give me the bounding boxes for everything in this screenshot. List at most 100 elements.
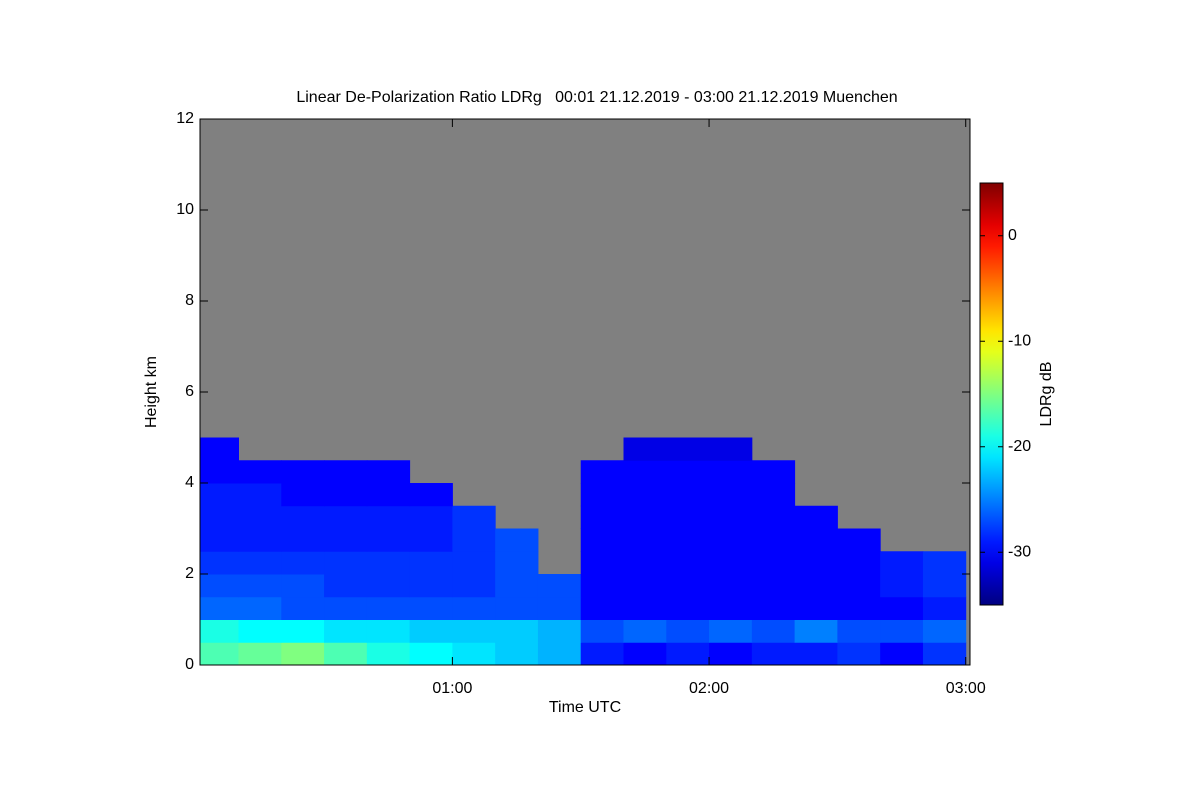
heatmap-cell: [794, 551, 838, 575]
heatmap-cell: [324, 574, 368, 598]
heatmap-cell: [200, 460, 239, 484]
heatmap-cell: [324, 596, 368, 620]
y-tick-label: 0: [185, 656, 194, 673]
x-tick-label: 01:00: [432, 680, 472, 697]
heatmap-cell: [200, 596, 239, 620]
heatmap-cell: [922, 574, 967, 598]
heatmap-cell: [922, 596, 967, 620]
heatmap-cell: [922, 551, 967, 575]
heatmap-cell: [366, 505, 411, 529]
heatmap-cell: [452, 642, 496, 666]
heatmap-cell: [366, 596, 411, 620]
heatmap-cell: [537, 642, 582, 666]
heatmap-cell: [794, 505, 838, 529]
heatmap-cell: [452, 574, 496, 598]
heatmap-cell: [580, 642, 624, 666]
heatmap-cell: [880, 642, 924, 666]
heatmap-cell: [238, 528, 282, 552]
colorbar-tick-label: -30: [1008, 543, 1031, 560]
heatmap-cell: [580, 460, 624, 484]
heatmap-cell: [495, 574, 539, 598]
heatmap-cell: [666, 460, 710, 484]
heatmap-cell: [409, 528, 453, 552]
heatmap-cell: [751, 551, 796, 575]
heatmap-cell: [495, 551, 539, 575]
heatmap-cell: [238, 574, 282, 598]
heatmap-cell: [238, 551, 282, 575]
heatmap-cell: [623, 619, 667, 643]
heatmap-cell: [495, 596, 539, 620]
heatmap-cell: [580, 619, 624, 643]
heatmap-cell: [281, 505, 325, 529]
heatmap-cell: [666, 528, 710, 552]
heatmap-cell: [751, 528, 796, 552]
heatmap-cell: [794, 619, 838, 643]
heatmap-cell: [666, 551, 710, 575]
heatmap-cell: [495, 619, 539, 643]
colorbar-tick-label: -20: [1008, 438, 1031, 455]
heatmap-cell: [409, 596, 453, 620]
x-axis-label: Time UTC: [549, 699, 621, 716]
heatmap-cell: [281, 551, 325, 575]
heatmap-cell: [751, 619, 796, 643]
heatmap-cell: [409, 505, 453, 529]
heatmap-cell: [922, 642, 967, 666]
heatmap-cell: [666, 596, 710, 620]
heatmap-cell: [281, 528, 325, 552]
heatmap-cell: [324, 642, 368, 666]
heatmap-cell: [200, 437, 239, 461]
heatmap-cell: [880, 551, 924, 575]
heatmap-cell: [837, 596, 881, 620]
heatmap-cell: [281, 460, 325, 484]
heatmap-cell: [452, 551, 496, 575]
heatmap-cell: [623, 483, 667, 507]
heatmap-cell: [751, 574, 796, 598]
heatmap-cell: [537, 596, 582, 620]
heatmap-cell: [580, 528, 624, 552]
heatmap-cell: [709, 528, 753, 552]
heatmap-cell: [366, 619, 411, 643]
y-tick-label: 4: [185, 474, 194, 491]
colorbar-label: LDRg dB: [1038, 362, 1055, 427]
heatmap-cell: [409, 574, 453, 598]
heatmap-cell: [623, 505, 667, 529]
heatmap-cell: [623, 528, 667, 552]
heatmap-cell: [709, 437, 753, 461]
heatmap-cell: [452, 505, 496, 529]
heatmap-cell: [623, 574, 667, 598]
heatmap-cell: [794, 596, 838, 620]
heatmap-cell: [238, 483, 282, 507]
heatmap-cell: [623, 642, 667, 666]
y-axis-label: Height km: [143, 356, 160, 428]
heatmap-cell: [666, 505, 710, 529]
heatmap-cell: [709, 574, 753, 598]
y-tick-label: 2: [185, 565, 194, 582]
heatmap-cell: [281, 574, 325, 598]
heatmap-cell: [200, 505, 239, 529]
heatmap-cell: [880, 596, 924, 620]
y-tick-label: 8: [185, 292, 194, 309]
heatmap-cell: [537, 619, 582, 643]
colorbar-tick-label: -10: [1008, 332, 1031, 349]
heatmap-cell: [837, 619, 881, 643]
heatmap-cell: [324, 619, 368, 643]
heatmap-cell: [238, 642, 282, 666]
heatmap-cell: [922, 619, 967, 643]
heatmap-cell: [623, 437, 667, 461]
heatmap-cell: [366, 551, 411, 575]
heatmap-cell: [837, 574, 881, 598]
heatmap-cell: [409, 619, 453, 643]
heatmap-cell: [751, 596, 796, 620]
heatmap-cell: [324, 528, 368, 552]
colorbar: [979, 182, 1004, 606]
heatmap-cell: [580, 551, 624, 575]
heatmap-cell: [200, 619, 239, 643]
heatmap-cell: [495, 642, 539, 666]
heatmap-cell: [580, 596, 624, 620]
heatmap-cell: [452, 596, 496, 620]
heatmap-cell: [709, 642, 753, 666]
heatmap-cell: [666, 642, 710, 666]
heatmap-cell: [495, 528, 539, 552]
heatmap-cell: [623, 551, 667, 575]
heatmap-cell: [580, 574, 624, 598]
